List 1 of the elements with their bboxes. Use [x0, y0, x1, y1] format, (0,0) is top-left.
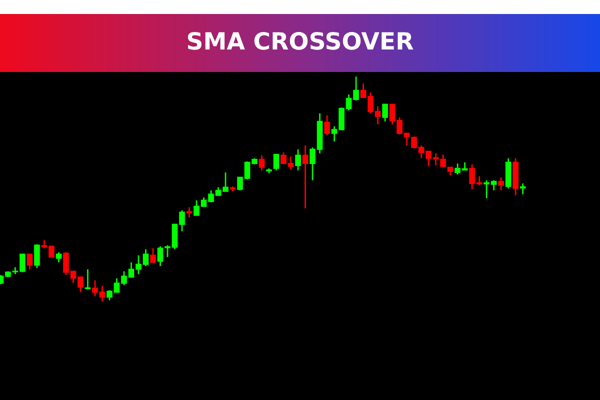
chart-title: SMA CROSSOVER	[188, 32, 414, 50]
